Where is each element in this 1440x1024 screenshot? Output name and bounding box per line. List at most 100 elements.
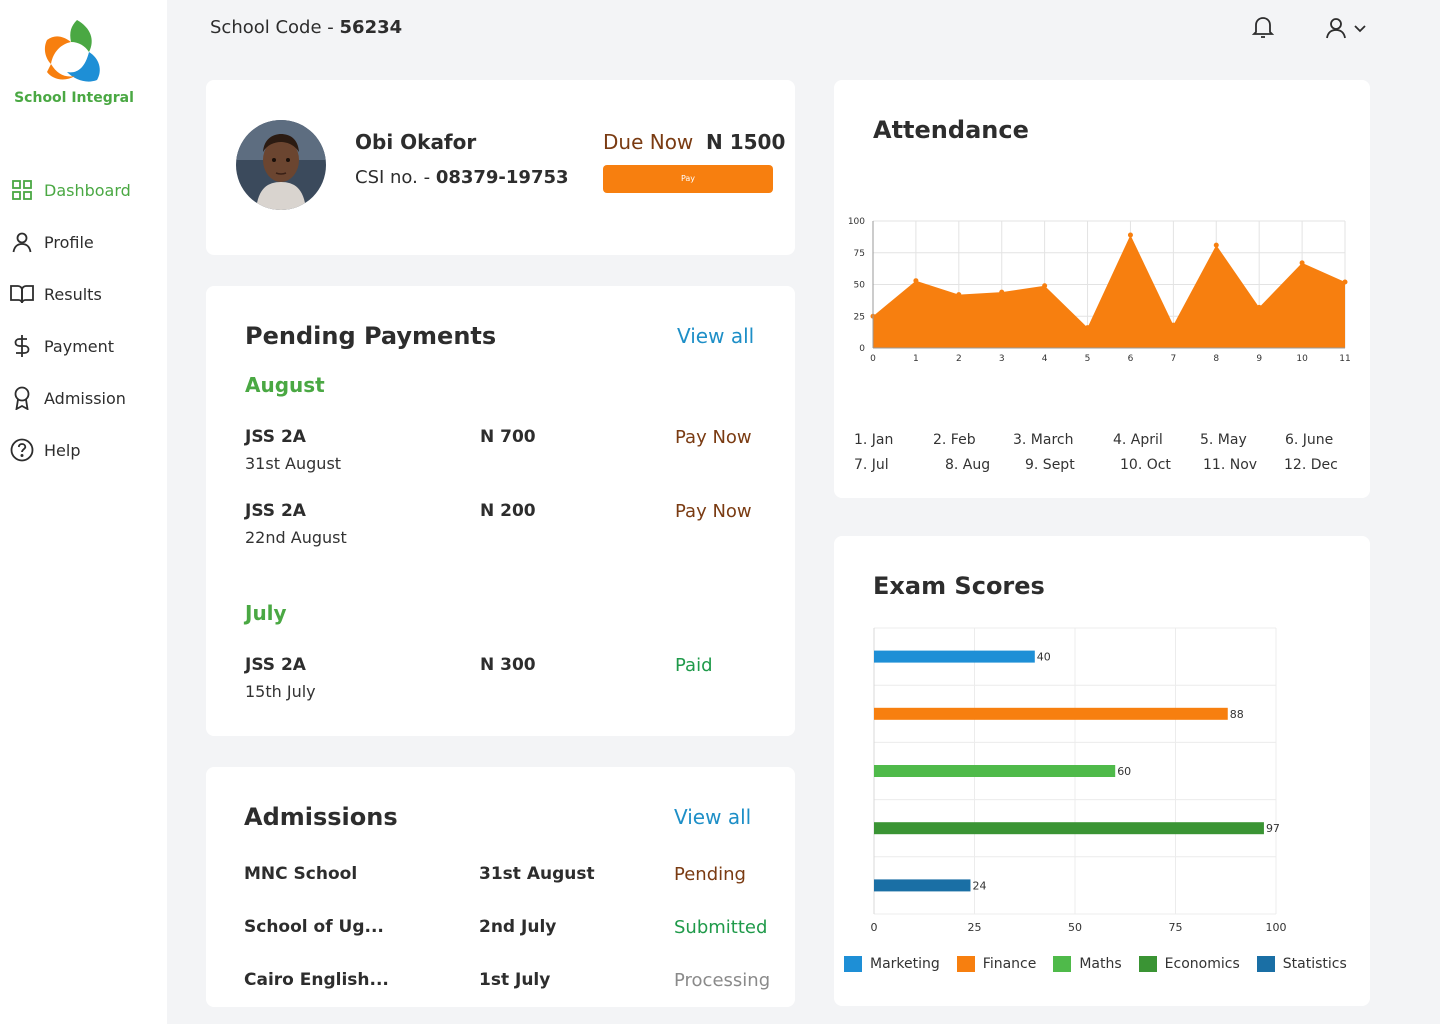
school-code-label: School Code - [210,17,334,38]
payment-date: 15th July [245,682,316,701]
csi-number: CSI no. - 08379-19753 [355,167,569,188]
month-heading: August [245,373,325,397]
sidebar-item-label: Profile [44,232,94,252]
admission-row[interactable]: School of Ug... 2nd July Submitted [244,917,784,941]
pay-button[interactable]: Pay [603,165,773,193]
x-tick-label: 10 [1296,354,1308,364]
paid-status: Paid [675,655,713,676]
pay-now-link[interactable]: Pay Now [675,501,752,522]
pay-now-link[interactable]: Pay Now [675,427,752,448]
x-tick-label: 0 [871,921,878,934]
admission-row[interactable]: MNC School 31st August Pending [244,864,784,888]
sidebar-item-label: Results [44,284,102,304]
x-tick-label: 9 [1256,354,1262,364]
chart-title: Attendance [873,116,1029,144]
bar-value-label: 97 [1266,822,1280,835]
legend-swatch [1053,956,1072,972]
payment-row: JSS 2A 31st August N 700 Pay Now [245,427,765,477]
payment-row: JSS 2A 15th July N 300 Paid [245,655,765,705]
sidebar-item-admission[interactable]: Admission [10,384,131,412]
payment-date: 31st August [245,454,342,473]
sidebar-item-results[interactable]: Results [10,280,131,308]
x-tick-label: 6 [1128,354,1134,364]
view-all-link[interactable]: View all [674,805,752,829]
month-legend-item: 10. Oct [1120,457,1171,473]
bar-economics [874,822,1264,835]
payment-class: JSS 2A [245,427,306,447]
sidebar-item-help[interactable]: Help [10,436,131,464]
app-name: School Integral [14,90,134,106]
month-legend-item: 7. Jul [854,457,889,473]
due-label: Due Now [603,130,694,154]
data-point [1299,260,1305,266]
sidebar-item-dashboard[interactable]: Dashboard [10,176,131,204]
legend-swatch [1138,956,1157,972]
data-point [1042,283,1048,289]
view-all-link[interactable]: View all [677,324,755,348]
admission-date: 1st July [479,970,551,990]
data-point [1342,279,1348,285]
y-tick-label: 50 [854,281,866,291]
sidebar-item-label: Payment [44,336,115,356]
data-point [1085,325,1091,331]
y-tick-label: 75 [854,249,865,259]
pending-payments-card: Pending Payments View all August JSS 2A … [206,286,795,736]
data-point [913,278,919,284]
sidebar-item-label: Help [44,440,81,460]
bar-value-label: 24 [972,879,986,892]
bell-icon [1251,17,1275,38]
admission-date: 31st August [479,864,595,884]
month-legend-item: 2. Feb [933,432,976,448]
admission-date: 2nd July [479,917,557,937]
x-tick-label: 0 [870,354,876,364]
payment-row: JSS 2A 22nd August N 200 Pay Now [245,501,765,551]
data-point [1256,304,1262,310]
bar-value-label: 40 [1037,651,1051,664]
sidebar-nav: Dashboard Profile Results [10,176,131,488]
payment-amount: N 200 [480,501,536,521]
payment-class: JSS 2A [245,655,306,675]
notification-button[interactable] [1250,14,1276,40]
bar-value-label: 88 [1230,708,1244,721]
payment-amount: N 700 [480,427,536,447]
payment-class: JSS 2A [245,501,306,521]
admission-row[interactable]: Cairo English... 1st July Processing [244,970,784,994]
x-tick-label: 8 [1213,354,1219,364]
y-tick-label: 100 [848,217,865,227]
sidebar-item-payment[interactable]: Payment [10,332,131,360]
sidebar-item-label: Dashboard [44,180,131,200]
legend-label: Marketing [870,956,940,972]
x-tick-label: 100 [1266,921,1287,934]
sidebar-item-profile[interactable]: Profile [10,228,131,256]
admissions-card: Admissions View all MNC School 31st Augu… [206,767,795,1007]
legend-label: Maths [1079,956,1122,972]
data-point [999,289,1005,295]
month-heading: July [245,601,287,625]
legend-swatch [844,956,862,972]
admission-school: School of Ug... [244,917,384,937]
dollar-icon [10,334,34,358]
csi-value: 08379-19753 [435,167,569,188]
legend-label: Finance [982,956,1037,972]
app-logo[interactable]: School Integral [14,18,134,106]
student-name: Obi Okafor [355,130,477,154]
user-menu-button[interactable] [1324,14,1370,42]
month-legend-item: 12. Dec [1284,457,1338,473]
sidebar-item-label: Admission [44,388,126,408]
attendance-chart: 0 25 50 75 100 0 1 2 3 4 5 6 7 8 9 10 11 [848,217,1351,364]
sidebar: School Integral Dashboard Profile [0,0,167,1024]
school-code: School Code - 56234 [210,17,402,38]
month-legend-item: 4. April [1113,432,1163,448]
exam-legend: Marketing Finance Maths Economics Statistics [844,956,1364,972]
help-circle-icon [10,438,34,462]
award-icon [10,386,34,410]
attendance-card: Attendance 0 25 50 75 100 0 1 2 3 4 5 6 7 8 9 10 11 1. J… [834,80,1370,498]
legend-swatch [956,956,975,972]
section-title: Pending Payments [245,322,497,350]
data-point [1213,242,1219,248]
admission-school: MNC School [244,864,358,884]
data-point [1170,322,1176,328]
x-tick-label: 50 [1068,921,1082,934]
legend-item: Maths [1053,956,1122,972]
bar-marketing [874,650,1035,663]
